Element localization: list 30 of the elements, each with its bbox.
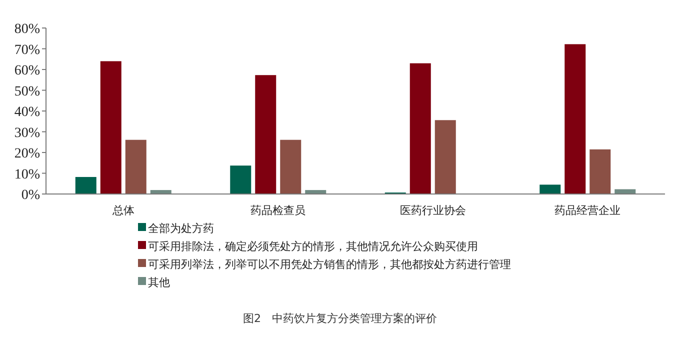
- bar: [564, 44, 586, 194]
- bar: [590, 149, 611, 194]
- legend-label: 可采用列举法，列举可以不用凭处方销售的情形，其他都按处方药进行管理: [148, 258, 511, 271]
- y-tick-label: 20%: [14, 146, 40, 162]
- bar: [230, 166, 252, 194]
- bar: [255, 75, 276, 194]
- legend-label: 可采用排除法，确定必须凭处方的情形，其他情况允许公众购买使用: [148, 240, 478, 253]
- legend-label: 全部为处方药: [148, 222, 214, 235]
- legend-label: 其他: [148, 276, 170, 289]
- y-tick-label: 70%: [14, 42, 40, 58]
- x-tick-label: 总体: [111, 204, 134, 217]
- bar: [75, 176, 96, 194]
- y-tick-label: 0%: [21, 188, 40, 203]
- x-tick-label: 药品检查员: [250, 204, 306, 217]
- bar: [280, 140, 302, 194]
- bar: [125, 140, 146, 194]
- bar: [100, 61, 122, 194]
- y-tick-label: 50%: [14, 84, 40, 100]
- x-tick-label: 药品经营企业: [554, 204, 621, 217]
- x-tick-label: 医药行业协会: [400, 204, 466, 217]
- y-tick-label: 80%: [14, 22, 40, 37]
- bar: [434, 120, 456, 194]
- y-tick-label: 30%: [14, 126, 40, 141]
- y-tick-label: 10%: [14, 167, 40, 182]
- bar: [540, 184, 561, 194]
- bar: [410, 63, 431, 194]
- bar: [614, 189, 636, 194]
- y-tick-label: 40%: [14, 105, 40, 120]
- y-tick-label: 60%: [14, 64, 40, 78]
- caption: 图2 中药饮片复方分类管理方案的评价: [243, 312, 437, 325]
